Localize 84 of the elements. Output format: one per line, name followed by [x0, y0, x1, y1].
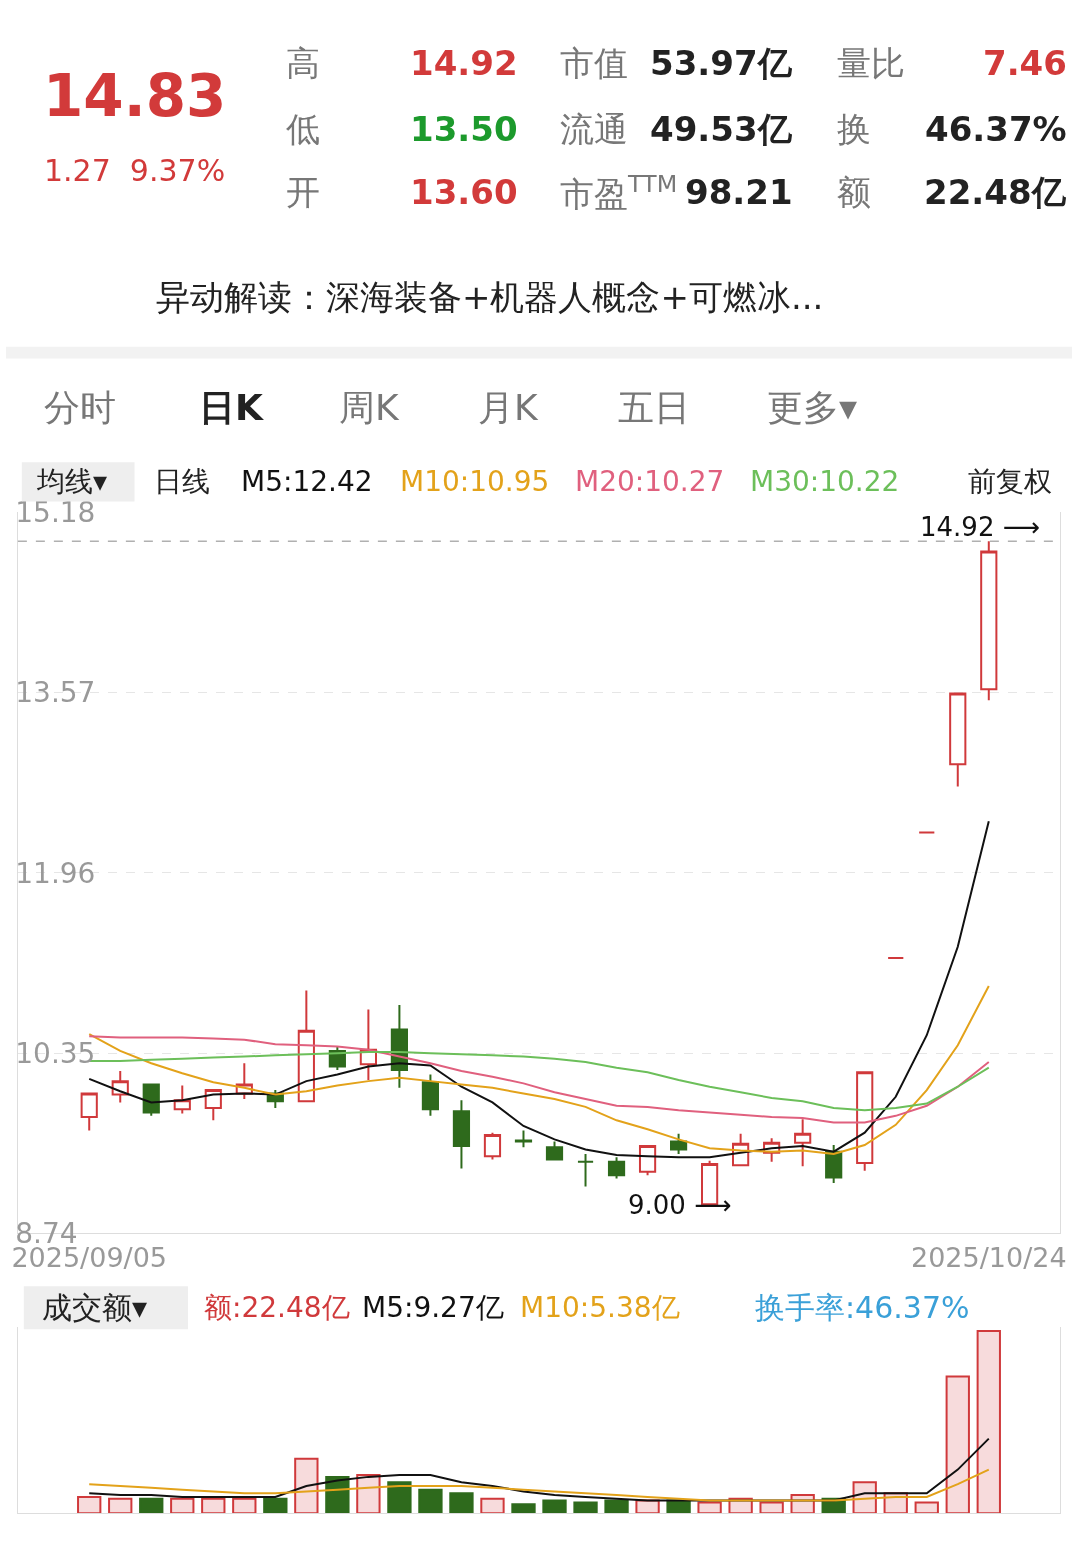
text: 前复权: [968, 465, 1052, 498]
text: 22.48亿: [924, 172, 1067, 212]
y-tick-label: 15.18: [15, 495, 96, 529]
bar: [480, 1497, 505, 1514]
x-tick-label: 2025/10/24: [910, 1241, 1067, 1273]
text: 异动解读：深海装备+机器人概念+可燃冰...: [156, 277, 824, 317]
bar: [263, 1497, 288, 1514]
text: 53.97亿: [650, 43, 793, 83]
y-tick-label: 11.96: [15, 856, 96, 890]
bar: [573, 1501, 598, 1514]
bar: [232, 1497, 257, 1514]
bar: [170, 1497, 195, 1514]
text: 14.92: [410, 43, 518, 83]
text: 五日: [618, 387, 690, 428]
bar: [77, 1495, 102, 1514]
bar: [449, 1492, 474, 1514]
y-tick-label: 13.57: [15, 676, 96, 710]
candlestick: [452, 1099, 471, 1170]
bar: [542, 1499, 567, 1514]
text: 开: [286, 172, 320, 212]
candlestick: [204, 1089, 222, 1122]
text: 市盈$^{TTM}$: [560, 170, 678, 215]
candlestick: [297, 989, 315, 1103]
candlestick: [887, 956, 905, 959]
candlestick: [607, 1156, 626, 1180]
chart-title: 成交额▾: [42, 1290, 148, 1325]
text: 分时: [44, 387, 116, 428]
candlestick: [80, 1092, 98, 1132]
candlestick: [545, 1140, 564, 1161]
annotation: 14.92 ⟶: [920, 512, 1040, 542]
text: 流通: [560, 109, 628, 149]
text: 额:22.48亿: [204, 1291, 350, 1324]
chart-title: 日线: [154, 465, 210, 498]
bar: [511, 1503, 536, 1514]
bar: [294, 1457, 319, 1514]
candlestick: [918, 831, 936, 834]
candlestick: [794, 1118, 812, 1168]
text: M10:5.38亿: [520, 1291, 680, 1324]
text: 周K: [339, 387, 400, 428]
text: M10:10.95: [400, 465, 550, 498]
candlestick: [421, 1073, 440, 1117]
bar: [914, 1501, 939, 1514]
y-tick-label: 10.35: [15, 1036, 96, 1070]
text: 均线▾: [36, 465, 108, 498]
bar: [139, 1497, 164, 1514]
text: 低: [286, 109, 320, 149]
text: 1.27 9.37%: [44, 153, 226, 188]
text: 月K: [478, 387, 539, 428]
text: 高: [286, 43, 320, 83]
text: 7.46: [983, 43, 1067, 83]
text: M30:10.22: [750, 465, 900, 498]
text: 14.83: [43, 62, 227, 130]
bar: [108, 1497, 133, 1514]
candlestick: [483, 1131, 502, 1161]
text: 49.53亿: [650, 109, 793, 149]
text: 46.37%: [925, 109, 1067, 149]
bar: [201, 1497, 226, 1514]
candlestick: [142, 1083, 160, 1117]
bar: [697, 1501, 722, 1514]
candlestick: [980, 540, 998, 702]
text: 98.21: [685, 172, 793, 212]
annotation: 9.00 ⟶: [628, 1190, 732, 1220]
bar: [759, 1501, 784, 1514]
bar: [976, 1330, 1001, 1514]
text: M5:12.42: [241, 465, 373, 498]
bar: [387, 1481, 412, 1514]
text: 额: [837, 172, 871, 212]
text: 13.60: [410, 172, 518, 212]
text: 更多▾: [767, 387, 858, 428]
candlestick: [514, 1129, 533, 1149]
text: 市值: [560, 43, 628, 83]
candlestick: [638, 1145, 657, 1177]
text: 换: [837, 109, 871, 149]
text: 换手率:46.37%: [755, 1290, 970, 1325]
bar: [418, 1488, 443, 1514]
text: M5:9.27亿: [362, 1291, 504, 1324]
bar: [604, 1499, 629, 1514]
candlestick: [576, 1152, 595, 1188]
text: 量比: [837, 43, 905, 83]
bar: [945, 1375, 970, 1514]
text: 13.50: [410, 109, 518, 149]
text: M20:10.27: [575, 465, 725, 498]
text: 日K: [199, 387, 264, 428]
candlestick: [949, 692, 967, 788]
